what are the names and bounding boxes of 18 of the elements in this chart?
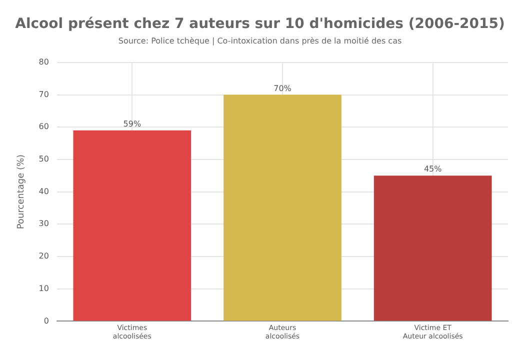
y-tick-label: 20 bbox=[38, 252, 49, 261]
y-tick-label: 40 bbox=[38, 186, 49, 196]
chart-title: Alcool présent chez 7 auteurs sur 10 d'homicides (2006-2015) bbox=[15, 16, 505, 32]
y-axis-title: Pourcentage (%) bbox=[16, 154, 27, 230]
data-label: 70% bbox=[274, 84, 292, 93]
chart-subtitle: Source: Police tchèque | Co-intoxication dans près de la moitié des cas bbox=[118, 36, 402, 46]
y-tick-label: 60 bbox=[38, 122, 49, 132]
y-tick-label: 70 bbox=[38, 90, 49, 99]
data-label: 45% bbox=[424, 164, 442, 174]
y-tick-label: 10 bbox=[38, 284, 49, 293]
bar bbox=[73, 130, 192, 321]
bar bbox=[374, 176, 492, 321]
bar bbox=[224, 94, 342, 321]
y-tick-label: 30 bbox=[38, 219, 49, 228]
data-label: 59% bbox=[123, 119, 142, 128]
y-tick-label: 80 bbox=[38, 57, 49, 66]
y-tick-label: 50 bbox=[38, 154, 49, 164]
y-tick-label: 0 bbox=[44, 316, 49, 326]
